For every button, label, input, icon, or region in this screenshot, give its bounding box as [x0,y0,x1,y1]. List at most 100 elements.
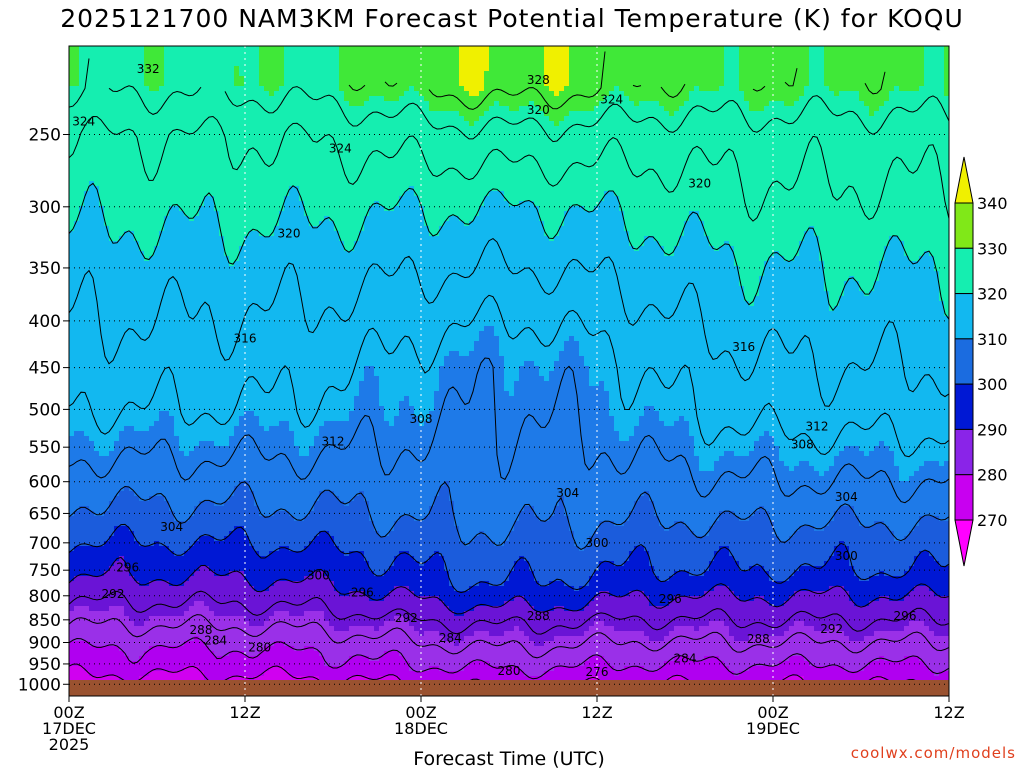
theta-band-cell [99,491,105,497]
theta-band-cell [124,221,130,227]
theta-band-cell [99,256,105,262]
theta-band-cell [89,216,95,222]
theta-band-cell [109,541,115,547]
theta-band-cell [104,561,110,567]
theta-band-cell [134,341,140,347]
theta-band-cell [79,216,85,222]
theta-band-cell [119,476,125,482]
theta-band-cell [84,576,90,582]
theta-band-cell [79,331,85,337]
theta-band-cell [69,356,75,362]
theta-band-cell [89,336,95,342]
theta-band-cell [124,246,130,252]
theta-band-cell [109,191,115,197]
theta-band-cell [134,191,140,197]
theta-band-cell [109,106,115,112]
theta-band-cell [74,671,80,677]
theta-band-cell [144,236,150,242]
theta-band-cell [94,61,100,67]
theta-band-cell [94,76,100,82]
theta-band-cell [74,486,80,492]
theta-band-cell [94,486,100,492]
theta-band-cell [129,321,135,327]
theta-band-cell [134,666,140,672]
theta-band-cell [74,656,80,662]
theta-band-cell [104,341,110,347]
theta-band-cell [144,141,150,147]
theta-band-cell [94,336,100,342]
theta-band-cell [69,471,75,477]
theta-band-cell [74,196,80,202]
theta-band-cell [109,611,115,617]
theta-band-cell [129,341,135,347]
theta-band-cell [129,541,135,547]
theta-band-cell [139,136,145,142]
theta-band-cell [99,96,105,102]
theta-band-cell [139,666,145,672]
theta-band-cell [89,326,95,332]
theta-band-cell [74,246,80,252]
theta-band-cell [134,56,140,62]
theta-band-cell [79,336,85,342]
theta-band-cell [109,311,115,317]
theta-band-cell [99,341,105,347]
theta-band-cell [69,561,75,567]
theta-band-cell [99,156,105,162]
theta-band-cell [129,141,135,147]
theta-band-cell [69,596,75,602]
theta-band-cell [84,161,90,167]
theta-band-cell [124,136,130,142]
theta-band-cell [84,336,90,342]
theta-band-cell [144,146,150,152]
theta-band-cell [104,496,110,502]
theta-band-cell [79,76,85,82]
theta-band-cell [84,601,90,607]
theta-band-cell [69,586,75,592]
theta-band-cell [79,186,85,192]
theta-band-cell [134,261,140,267]
theta-band-cell [94,141,100,147]
theta-band-cell [134,266,140,272]
theta-band-cell [69,556,75,562]
theta-band-cell [84,406,90,412]
theta-band-cell [139,371,145,377]
theta-band-cell [69,361,75,367]
theta-band-cell [84,361,90,367]
theta-band-cell [89,71,95,77]
theta-band-cell [119,216,125,222]
theta-band-cell [144,391,150,397]
theta-band-cell [104,466,110,472]
theta-band-cell [134,96,140,102]
theta-band-cell [79,376,85,382]
theta-band-cell [144,331,150,337]
theta-band-cell [139,211,145,217]
theta-band-cell [124,301,130,307]
theta-band-cell [129,176,135,182]
theta-band-cell [134,301,140,307]
theta-band-cell [104,321,110,327]
theta-band-cell [109,271,115,277]
theta-band-cell [144,156,150,162]
theta-band-cell [114,71,120,77]
theta-band-cell [124,546,130,552]
theta-band-cell [124,211,130,217]
theta-band-cell [129,296,135,302]
theta-band-cell [89,201,95,207]
theta-band-cell [144,126,150,132]
theta-band-cell [69,181,75,187]
theta-band-cell [139,351,145,357]
theta-band-cell [74,361,80,367]
theta-band-cell [119,396,125,402]
theta-band-cell [74,526,80,532]
theta-band-cell [119,181,125,187]
theta-band-cell [129,331,135,337]
theta-band-cell [89,606,95,612]
theta-band-cell [109,136,115,142]
theta-band-cell [99,356,105,362]
theta-band-cell [114,121,120,127]
theta-band-cell [79,436,85,442]
theta-band-cell [69,521,75,527]
theta-band-cell [104,626,110,632]
theta-band-cell [139,621,145,627]
theta-band-cell [104,501,110,507]
